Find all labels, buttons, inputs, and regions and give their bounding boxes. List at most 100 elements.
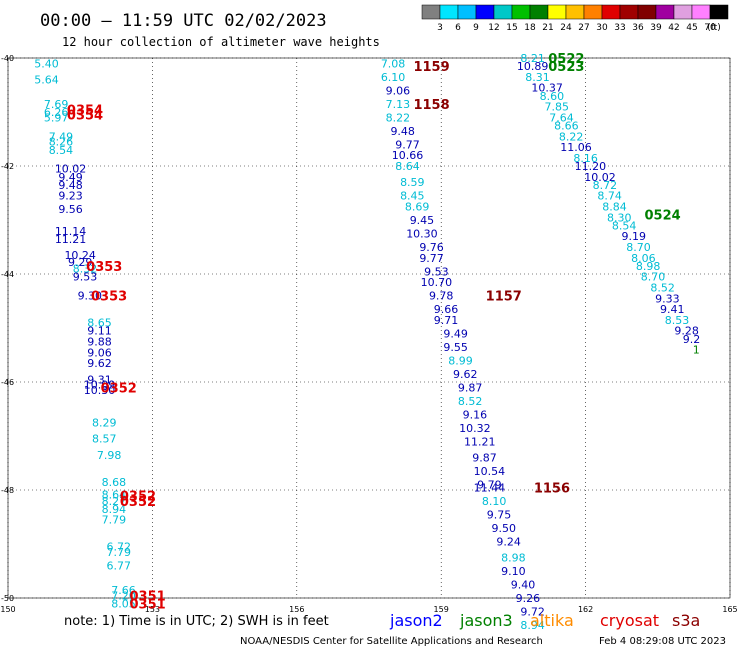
- wave-height-value: 8.31: [525, 71, 550, 84]
- colorbar-label: 21: [542, 23, 553, 33]
- y-tick-label: -46: [1, 378, 14, 387]
- wave-height-value: 8.59: [400, 176, 425, 189]
- colorbar-swatch: [637, 4, 657, 20]
- wave-height-value: 9.49: [58, 171, 83, 184]
- time-label: 0354: [67, 109, 103, 124]
- time-label: 0351: [129, 589, 165, 604]
- x-tick-label: 150: [0, 605, 15, 614]
- wave-height-value: 8.72: [593, 179, 618, 192]
- plot-frame: [7, 57, 731, 599]
- legend-s3a: s3a: [672, 611, 700, 630]
- wave-height-value: 7.79: [106, 546, 131, 559]
- plot-border: [7, 57, 731, 599]
- wave-height-value: 8.26: [49, 136, 74, 149]
- colorbar-swatch: [511, 4, 531, 20]
- wave-height-value: 9.66: [434, 303, 459, 316]
- wave-height-value: 9.23: [58, 190, 83, 203]
- wave-height-value: 11.06: [560, 141, 592, 154]
- y-tick-label: -50: [1, 594, 14, 603]
- footnote: note: 1) Time is in UTC; 2) SWH is in fe…: [64, 614, 329, 629]
- wave-height-value: 8.52: [650, 282, 675, 295]
- wave-height-value: 9.24: [496, 535, 521, 548]
- wave-height-value: 8.22: [386, 111, 411, 124]
- colorbar-label: 3: [437, 23, 443, 33]
- wave-height-value: 11.14: [55, 225, 87, 238]
- wave-height-value: 8.53: [665, 314, 690, 327]
- wave-height-value: 8.16: [573, 152, 598, 165]
- wave-height-value: 8.68: [102, 476, 127, 489]
- colorbar-swatch: [673, 4, 693, 20]
- satellite-legend: jason2 jason3 altika cryosat s3a: [389, 611, 700, 630]
- x-tick-label: 162: [578, 605, 593, 614]
- wave-height-value: 9.55: [443, 341, 468, 354]
- wave-height-value: 6.72: [106, 541, 131, 554]
- colorbar-label: 24: [560, 23, 572, 33]
- time-label: 0352: [120, 489, 156, 504]
- wave-height-value: 9.48: [390, 125, 415, 138]
- wave-height-value: 8.98: [636, 260, 661, 273]
- wave-height-value: 9.06: [386, 84, 411, 97]
- colorbar-swatch: [529, 4, 549, 20]
- wave-height-value: 6.77: [106, 560, 131, 573]
- wave-height-value: 9.62: [453, 368, 478, 381]
- wave-height-value: 8.70: [626, 241, 651, 254]
- wave-height-value: 8.98: [501, 552, 526, 565]
- y-tick-label: -40: [1, 54, 14, 63]
- colorbar-label: 30: [596, 23, 608, 33]
- time-label: 0524: [645, 209, 681, 224]
- wave-height-value: 7.79: [102, 514, 127, 527]
- wave-height-value: 8.66: [554, 120, 579, 133]
- wave-height-value: 7.20: [111, 589, 136, 602]
- wave-height-value: 5.40: [34, 57, 59, 70]
- wave-height-value: 8.21: [520, 52, 545, 65]
- wave-height-value: 8.54: [49, 144, 74, 157]
- wave-height-value: 8.65: [87, 317, 112, 330]
- wave-height-value: 8.32: [73, 263, 98, 276]
- wave-height-value: 9.78: [429, 290, 454, 303]
- wave-height-value: 9.72: [520, 606, 545, 619]
- x-tick-label: 153: [145, 605, 160, 614]
- wave-height-value: 8.27: [102, 495, 127, 508]
- wave-height-value: 6.26: [44, 106, 69, 119]
- wave-height-value: 10.30: [84, 384, 116, 397]
- x-tick-label: 165: [722, 605, 737, 614]
- legend-cryosat: cryosat: [600, 611, 659, 630]
- wave-height-value: 10.30: [406, 228, 438, 241]
- colorbar-swatch: [709, 4, 729, 20]
- axis-ticks: 150 153 156 159 162 165 -40 -42 -44 -46 -48 -50: [0, 54, 737, 614]
- time-label: 1156: [534, 481, 570, 496]
- wave-height-value: 9.56: [58, 203, 83, 216]
- wave-height-value: 9.26: [516, 592, 541, 605]
- wave-height-value: 9.06: [87, 346, 112, 359]
- credit-text: NOAA/NESDIS Center for Satellite Applica…: [240, 636, 543, 647]
- wave-height-value: 8.64: [395, 160, 420, 173]
- colorbar-label: 70: [704, 23, 716, 33]
- colorbar-swatch: [691, 4, 711, 20]
- wave-height-value: 9.29: [68, 256, 93, 269]
- colorbar-label: 33: [614, 23, 625, 33]
- colorbar-unit: (ft): [707, 23, 721, 33]
- wave-height-value: 11.44: [474, 481, 506, 494]
- colorbar-label: 27: [578, 23, 589, 33]
- wave-height-value: 9.30: [78, 290, 103, 303]
- wave-height-value: 8.29: [92, 417, 117, 430]
- wave-height-value: 11.21: [464, 435, 496, 448]
- wave-height-value: 8.45: [400, 190, 425, 203]
- colorbar-label: 18: [524, 23, 536, 33]
- wave-height-value: 9.33: [655, 292, 680, 305]
- wave-height-value: 7.08: [381, 57, 406, 70]
- wave-height-value: 9.75: [487, 508, 512, 521]
- colorbar-swatch: [475, 4, 495, 20]
- wave-height-value: 8.06: [631, 252, 656, 265]
- wave-height-value: 9.76: [419, 241, 444, 254]
- colorbar-swatch: [583, 4, 603, 20]
- y-tick-label: -48: [1, 486, 14, 495]
- colorbar-label: 45: [686, 23, 697, 33]
- wave-height-value: 9.45: [410, 214, 435, 227]
- wave-height-value: 9.11: [87, 325, 112, 338]
- wave-height-value: 9.31: [87, 373, 112, 386]
- time-label: 1157: [486, 290, 522, 305]
- time-label: 0523: [548, 60, 584, 75]
- wave-height-value: 9.2: [683, 333, 701, 346]
